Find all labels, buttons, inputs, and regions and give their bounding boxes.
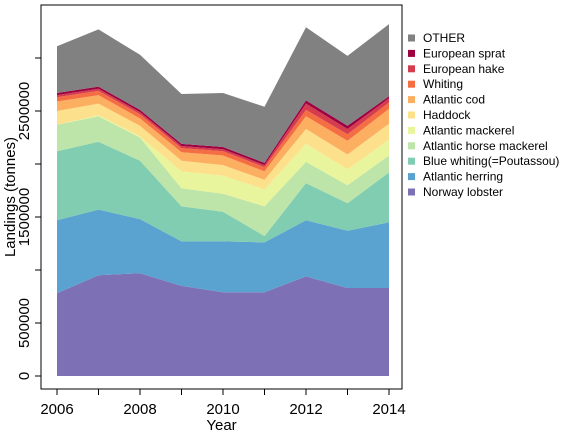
legend-label: European hake [423,62,505,76]
legend-label: Blue whiting(=Poutassou) [423,154,559,168]
x-tick-label: 2006 [40,401,73,418]
x-tick-label: 2014 [372,401,405,418]
legend-label: Whiting [423,77,463,91]
legend-swatch [408,111,415,119]
x-axis: 2006 2008 2010 2012 2014 [40,389,406,418]
y-tick-label: 500000 [16,298,33,348]
x-tick-label: 2012 [289,401,322,418]
area-layers [57,24,389,376]
y-tick-label: 1500000 [16,188,33,246]
legend-swatch [408,65,415,73]
legend-label: Atlantic mackerel [423,123,514,137]
area-other [57,24,389,163]
legend-label: European sprat [423,46,506,60]
area-haddock [57,103,389,190]
area-atlantic-horse-mackerel [57,116,389,237]
legend-swatch [408,80,415,88]
y-axis: 0 500000 1500000 2500000 [16,57,41,380]
area-atlantic-herring [57,209,389,294]
x-axis-title: Year [206,417,236,432]
x-tick-label: 2008 [123,401,156,418]
legend-label: Norway lobster [423,185,503,199]
y-axis-title: Landings (tonnes) [2,137,19,257]
legend-swatch [408,157,415,165]
legend-label: Haddock [423,108,471,122]
legend-swatch [408,173,415,181]
legend-label: Atlantic horse mackerel [423,139,548,153]
legend-label: OTHER [423,31,465,45]
y-tick-label: 0 [16,372,33,380]
area-european-hake [57,88,389,168]
area-atlantic-mackerel [57,115,389,207]
legend-swatch [408,188,415,196]
area-blue-whiting-poutassou [57,141,389,243]
area-atlantic-cod [57,95,389,180]
legend-swatch [408,96,415,104]
x-tick-label: 2010 [206,401,239,418]
legend-swatch [408,142,415,150]
legend-label: Atlantic cod [423,93,485,107]
legend-label: Atlantic herring [423,170,503,184]
area-whiting [57,90,389,172]
y-tick-label: 2500000 [16,82,33,140]
legend-swatch [408,34,415,42]
area-norway-lobster [57,273,389,376]
legend-swatch [408,126,415,134]
plot-frame [40,4,403,390]
legend-swatch [408,49,415,57]
